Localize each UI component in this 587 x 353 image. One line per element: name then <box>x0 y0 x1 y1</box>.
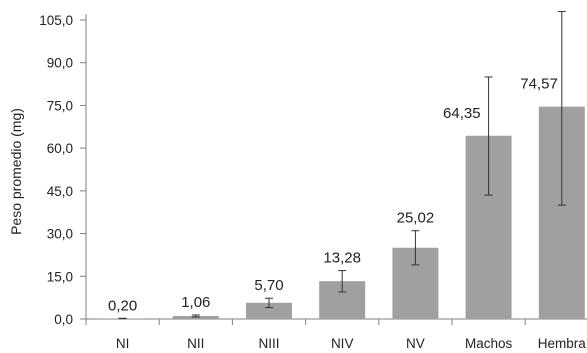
data-label: 0,20 <box>108 297 137 314</box>
y-tick-label: 0,0 <box>54 312 73 327</box>
y-tick-label: 45,0 <box>47 184 73 199</box>
data-label: 13,28 <box>323 250 361 267</box>
y-tick-label: 105,0 <box>39 13 73 28</box>
y-axis-title: Peso promedio (mg) <box>8 108 24 235</box>
y-tick-label: 15,0 <box>47 269 73 284</box>
x-tick-label: Hembra <box>538 336 587 351</box>
y-tick-label: 75,0 <box>47 98 73 113</box>
x-tick-label: NII <box>187 336 204 351</box>
y-tick-label: 30,0 <box>47 227 73 242</box>
x-tick-label: NIV <box>331 336 354 351</box>
data-label: 1,06 <box>181 294 210 311</box>
y-tick-label: 60,0 <box>47 141 73 156</box>
x-tick-label: NI <box>116 336 130 351</box>
x-tick-label: Machos <box>465 336 513 351</box>
x-tick-label: NV <box>406 336 425 351</box>
x-tick-label: NIII <box>258 336 279 351</box>
bar-niii <box>246 302 292 319</box>
data-label: 5,70 <box>254 277 283 294</box>
data-label: 64,35 <box>443 105 481 122</box>
data-label: 74,57 <box>520 76 558 93</box>
y-tick-label: 90,0 <box>47 56 73 71</box>
data-label: 25,02 <box>397 210 435 227</box>
